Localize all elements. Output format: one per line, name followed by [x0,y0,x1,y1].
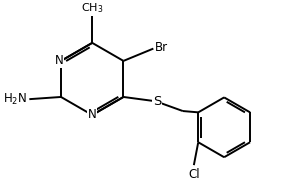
Text: H$_2$N: H$_2$N [3,92,28,107]
Text: N: N [54,54,63,67]
Text: CH$_3$: CH$_3$ [81,1,103,15]
Text: Cl: Cl [188,168,200,181]
Text: S: S [153,95,161,108]
Text: Br: Br [155,41,168,54]
Text: N: N [88,108,97,122]
